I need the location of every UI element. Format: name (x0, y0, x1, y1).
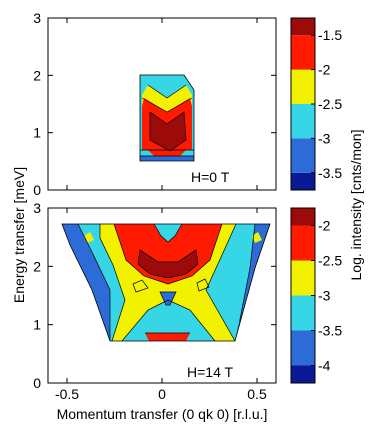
y-tick-label: 1 (33, 317, 41, 333)
colorbar-band (291, 104, 315, 139)
colorbar-tick-label: -1.5 (318, 27, 342, 43)
colorbar-band (291, 225, 315, 261)
colorbar-tick-label: -3 (318, 130, 331, 146)
top-data-outline (139, 74, 195, 162)
y-axis-label: Energy transfer [meV] (11, 167, 27, 303)
x-axis-label: Momentum transfer (0 qk 0) [r.l.u.] (57, 406, 268, 422)
y-tick-label: 0 (33, 182, 41, 198)
colorbar-label: Log. intensity [cnts/mon] (348, 130, 364, 281)
bottom-colorbar-bands (291, 208, 315, 383)
y-tick-label: 3 (33, 200, 41, 216)
bottom-contour-red-bottom (145, 333, 190, 341)
x-tick-label: 0 (158, 386, 166, 402)
colorbar-tick-label: -3.5 (318, 323, 342, 339)
y-tick-label: 1 (33, 125, 41, 141)
bottom-colorbar: -2 -2.5 -3 -3.5 -4 (290, 207, 342, 384)
bottom-ticks: 0 1 2 3 -0.5 0 0.5 (33, 200, 276, 402)
colorbar-band (291, 260, 315, 296)
colorbar-band (291, 208, 315, 226)
bottom-contour-red (114, 224, 222, 284)
colorbar-tick-label: -2 (318, 62, 331, 78)
colorbar-band (291, 35, 315, 70)
colorbar-tick-label: -2 (318, 218, 331, 234)
colorbar-band (291, 138, 315, 173)
bottom-contour-cyan-center (154, 224, 182, 242)
y-tick-label: 2 (33, 258, 41, 274)
colorbar-tick-label: -2.5 (318, 253, 342, 269)
colorbar-tick-label: -4 (318, 358, 331, 374)
bottom-contour-darkred (138, 250, 198, 278)
colorbar-tick-label: -3.5 (318, 165, 342, 181)
bottom-colorbar-ticks: -2 -2.5 -3 -3.5 -4 (311, 218, 342, 374)
top-ticks: 0 1 2 3 (33, 10, 276, 198)
y-tick-label: 0 (33, 375, 41, 391)
colorbar-band (291, 18, 315, 36)
top-colorbar: -1.5 -2 -2.5 -3 -3.5 (290, 17, 342, 191)
x-tick-label: -0.5 (55, 386, 79, 402)
bottom-data-outline (61, 223, 271, 342)
bottom-contour-blue-center (160, 292, 176, 305)
colorbar-tick-label: -3 (318, 288, 331, 304)
top-colorbar-ticks: -1.5 -2 -2.5 -3 -3.5 (311, 27, 342, 181)
colorbar-tick-label: -2.5 (318, 96, 342, 112)
colorbar-band (291, 330, 315, 366)
x-tick-label: 0.5 (247, 386, 267, 402)
bottom-contours (62, 224, 270, 341)
colorbar-band (291, 365, 315, 383)
y-tick-label: 3 (33, 10, 41, 26)
top-contour-bottom-blue (140, 156, 194, 161)
colorbar-band (291, 69, 315, 104)
top-contour-bottom-red (148, 150, 186, 156)
top-panel: 0 1 2 3 H=0 T (33, 10, 277, 198)
bottom-panel: 0 1 2 3 -0.5 0 0.5 H=14 T Momentum transfer (0… (33, 200, 277, 422)
y-tick-label: 2 (33, 67, 41, 83)
bottom-annotation: H=14 T (187, 364, 233, 380)
top-colorbar-bands (291, 18, 315, 190)
top-contour-lines (140, 84, 194, 157)
colorbar-band (291, 295, 315, 331)
top-contours (140, 75, 194, 161)
bottom-contour-yellow-right-spot (252, 232, 262, 243)
colorbar-band (291, 172, 315, 190)
top-annotation: H=0 T (191, 169, 230, 185)
top-contour-level-5 (150, 112, 186, 151)
